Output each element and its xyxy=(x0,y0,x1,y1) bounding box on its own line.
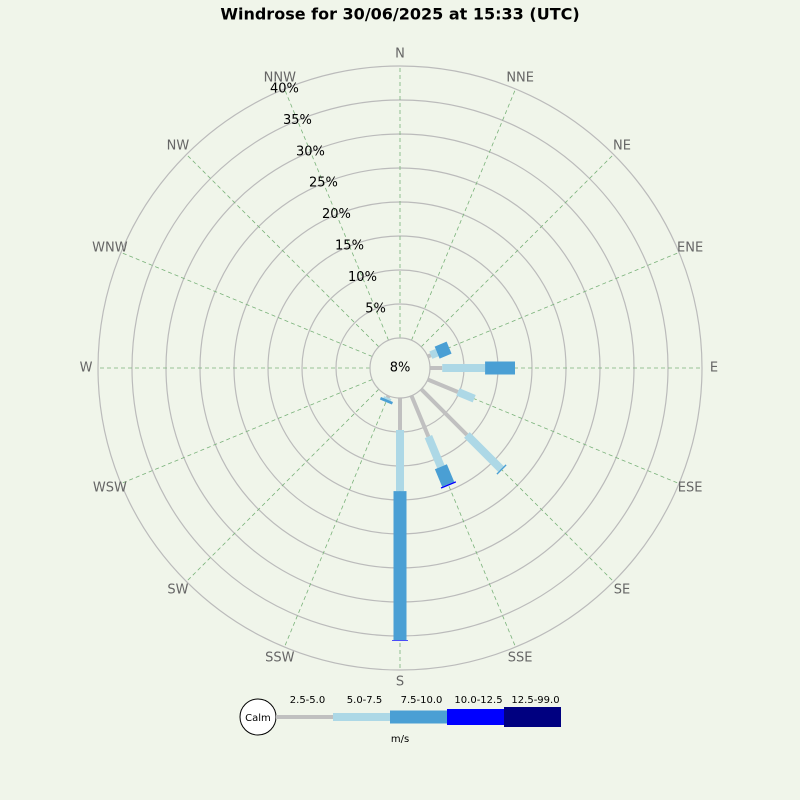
direction-spoke xyxy=(186,154,380,348)
wind-bar xyxy=(424,435,445,469)
wind-bar xyxy=(383,396,392,402)
direction-spoke xyxy=(427,252,680,357)
r-tick-label: 15% xyxy=(335,239,364,254)
r-tick-label: 5% xyxy=(365,301,386,316)
direction-spoke xyxy=(186,388,380,582)
r-tick-label: 30% xyxy=(296,144,325,159)
r-tick-label: 20% xyxy=(322,207,351,222)
direction-spoke xyxy=(411,88,516,341)
wind-bar xyxy=(464,432,504,472)
legend-label: 2.5-5.0 xyxy=(290,695,325,706)
legend-label: 12.5-99.0 xyxy=(511,695,559,706)
r-tick-label: 35% xyxy=(283,113,312,128)
direction-label: ESE xyxy=(678,481,703,496)
direction-label: S xyxy=(396,675,404,690)
direction-spoke xyxy=(120,252,373,357)
wind-bar xyxy=(409,394,431,438)
r-tick-label: 10% xyxy=(348,270,377,285)
wind-bar xyxy=(440,481,457,489)
direction-label: SSE xyxy=(508,651,533,666)
legend-label: 7.5-10.0 xyxy=(401,695,443,706)
direction-spoke xyxy=(284,395,389,648)
r-tick-label: 40% xyxy=(270,81,299,96)
direction-label: NNE xyxy=(506,70,534,85)
direction-label: NE xyxy=(613,138,631,153)
direction-label: WNW xyxy=(92,240,128,255)
direction-label: NW xyxy=(167,138,190,153)
wind-bar xyxy=(429,348,439,359)
wind-bar xyxy=(379,396,393,405)
direction-label: W xyxy=(80,361,93,376)
direction-label: SW xyxy=(167,583,188,598)
direction-label: SSW xyxy=(265,651,295,666)
legend-label: 10.0-12.5 xyxy=(454,695,502,706)
wind-bar xyxy=(419,387,469,437)
direction-label: WSW xyxy=(93,481,127,496)
calm-label: 8% xyxy=(390,361,411,376)
direction-spoke xyxy=(120,379,373,484)
wind-bar xyxy=(426,377,459,394)
wind-bar xyxy=(434,341,452,359)
wind-bar xyxy=(434,464,455,487)
r-tick-label: 25% xyxy=(309,176,338,191)
legend-label: 5.0-7.5 xyxy=(347,695,382,706)
direction-label: SE xyxy=(614,583,630,598)
direction-label: NNW xyxy=(264,70,296,85)
direction-label: E xyxy=(710,361,718,376)
legend-unit: m/s xyxy=(391,734,409,745)
wind-bar xyxy=(456,388,476,403)
direction-spoke xyxy=(284,88,389,341)
direction-spoke xyxy=(420,154,614,348)
grid-ring xyxy=(97,65,703,671)
chart-title: Windrose for 30/06/2025 at 15:33 (UTC) xyxy=(220,5,579,24)
wind-bar xyxy=(496,464,507,475)
legend-calm-label: Calm xyxy=(245,713,271,724)
calm-circle xyxy=(369,337,431,399)
direction-label: ENE xyxy=(677,240,703,255)
direction-label: N xyxy=(395,47,405,62)
